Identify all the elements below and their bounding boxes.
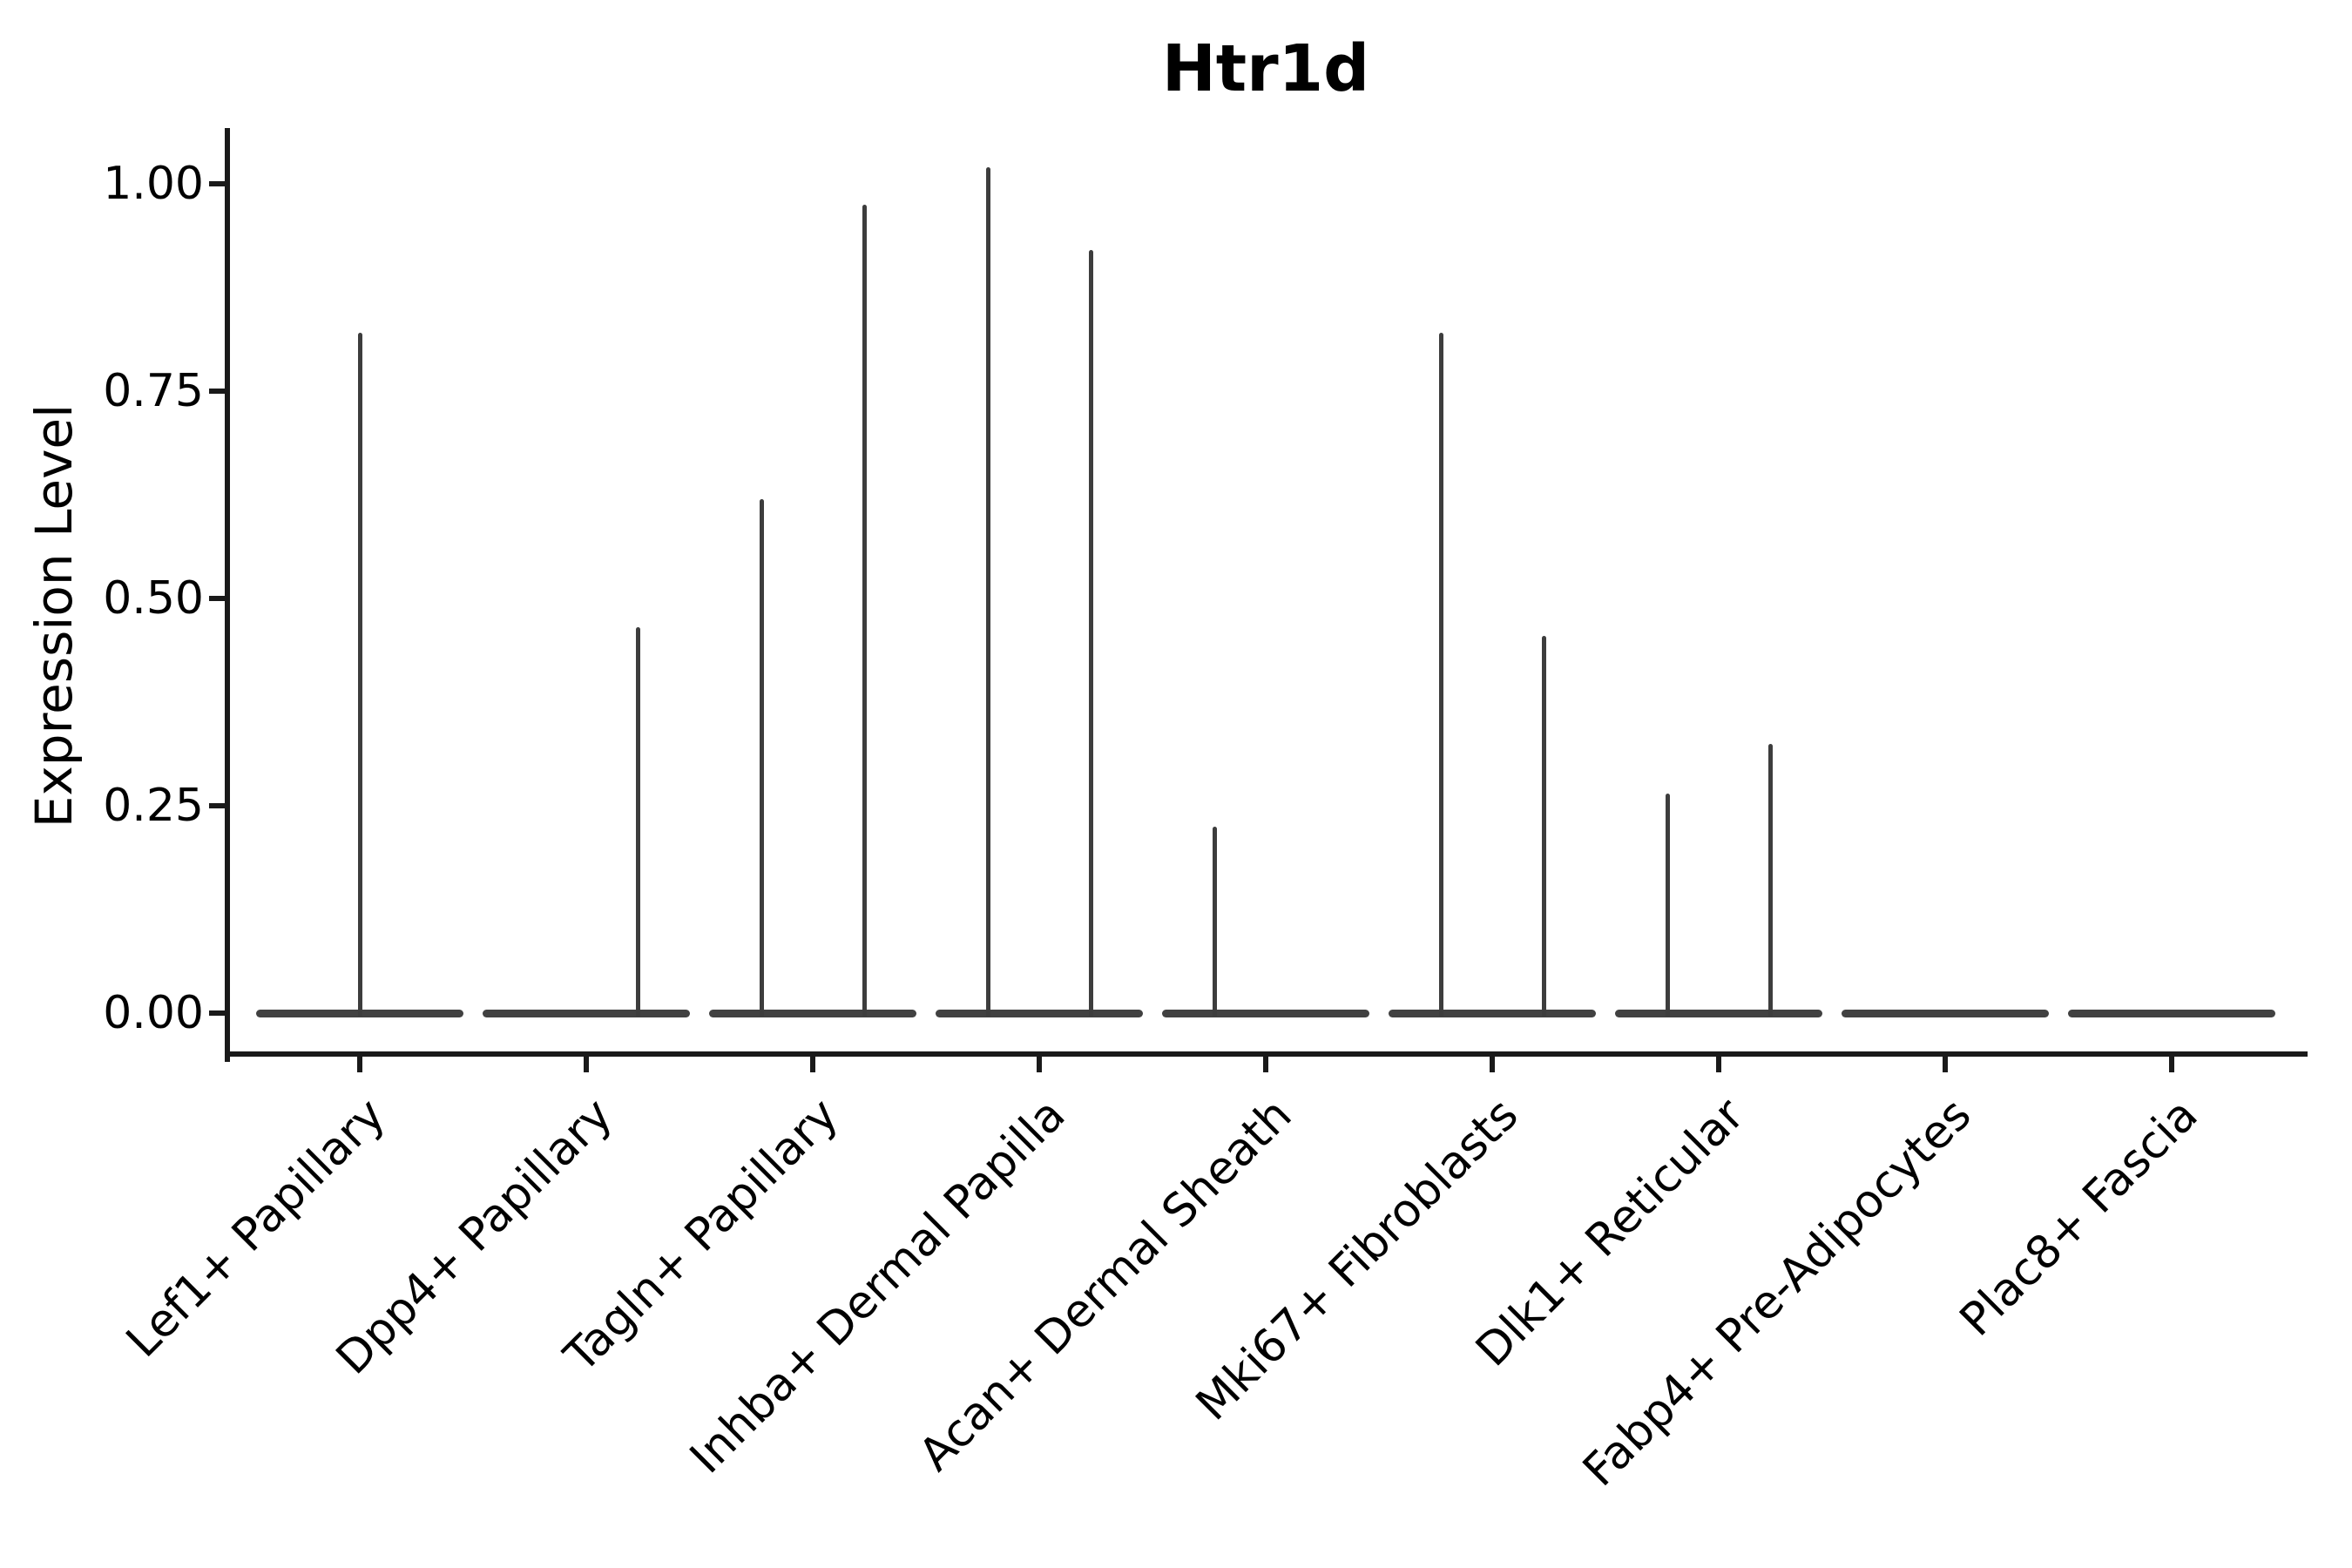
violin-spike <box>1665 793 1670 1017</box>
y-tick-mark <box>209 1010 225 1016</box>
x-tick-mark <box>1490 1057 1495 1072</box>
y-tick-label: 1.00 <box>103 158 204 210</box>
violin-spike <box>1088 250 1093 1017</box>
x-tick-label: Acan+ Dermal Sheath <box>909 1088 1302 1482</box>
x-tick-mark <box>1263 1057 1268 1072</box>
y-tick-label: 0.00 <box>103 987 204 1039</box>
violin-spike <box>985 166 990 1017</box>
y-axis-spine <box>225 128 230 1062</box>
chart-title: Htr1d <box>1161 31 1370 106</box>
violin-spike <box>1541 635 1546 1017</box>
x-tick-mark <box>584 1057 589 1072</box>
violin-base <box>709 1009 916 1017</box>
y-tick-mark <box>209 596 225 601</box>
x-tick-mark <box>1943 1057 1948 1072</box>
x-tick-mark <box>810 1057 815 1072</box>
violin-base <box>2068 1009 2275 1017</box>
x-tick-mark <box>1716 1057 1721 1072</box>
violin-spike <box>1438 333 1443 1017</box>
x-tick-label: Inhba+ Dermal Papilla <box>679 1088 1076 1484</box>
y-tick-label: 0.25 <box>103 780 204 832</box>
y-tick-label: 0.50 <box>103 572 204 625</box>
x-tick-label: Fabp4+ Pre-Adipocytes <box>1572 1088 1982 1497</box>
x-tick-label: Plac8+ Fascia <box>1950 1088 2208 1347</box>
violin-spike <box>1767 743 1773 1017</box>
violin-base <box>483 1009 690 1017</box>
violin-spike <box>1212 826 1217 1017</box>
y-tick-label: 0.75 <box>103 365 204 417</box>
violin-base <box>1389 1009 1596 1017</box>
y-tick-mark <box>209 181 225 186</box>
violin-spike <box>862 204 867 1017</box>
x-axis-spine <box>225 1051 2308 1057</box>
violin-base <box>1615 1009 1822 1017</box>
x-tick-mark <box>357 1057 362 1072</box>
violin-spike <box>759 498 764 1017</box>
violin-base <box>1842 1009 2049 1017</box>
x-tick-mark <box>2169 1057 2174 1072</box>
violin-spike <box>635 627 640 1017</box>
x-tick-mark <box>1037 1057 1042 1072</box>
violin-spike <box>357 333 362 1017</box>
violin-base <box>1162 1009 1369 1017</box>
y-tick-mark <box>209 389 225 394</box>
y-tick-mark <box>209 803 225 808</box>
violin-base <box>936 1009 1143 1017</box>
